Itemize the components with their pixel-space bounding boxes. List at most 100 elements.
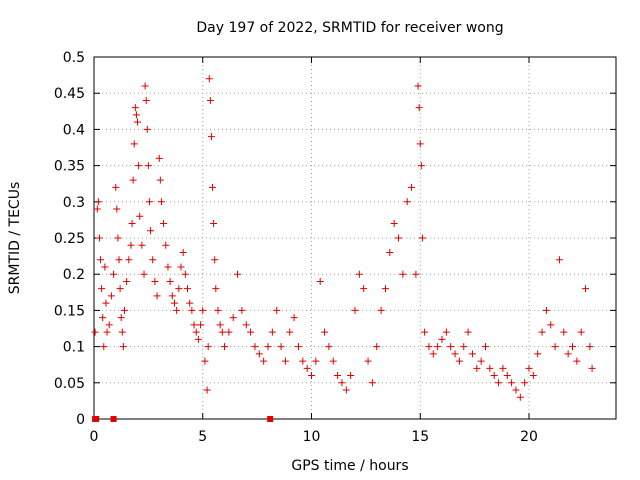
y-tick-label: 0.25	[54, 231, 85, 247]
data-point	[242, 321, 250, 329]
data-point	[123, 277, 131, 285]
data-point	[442, 328, 450, 336]
y-tick-label: 0.2	[63, 267, 85, 283]
zero-marker	[267, 416, 274, 422]
data-point	[512, 386, 520, 394]
data-point	[438, 335, 446, 343]
data-point	[186, 299, 194, 307]
data-point	[308, 372, 315, 380]
data-point	[564, 350, 572, 358]
data-point	[418, 234, 426, 242]
data-point	[151, 277, 159, 285]
data-point	[273, 306, 281, 314]
data-point	[268, 328, 276, 336]
data-point	[132, 111, 140, 119]
data-point	[101, 263, 109, 271]
data-point	[482, 343, 489, 351]
data-point	[179, 248, 187, 256]
data-point	[414, 82, 422, 90]
data-point	[551, 343, 559, 351]
data-point	[368, 379, 376, 387]
y-tick-label: 0.15	[54, 303, 85, 319]
data-point	[128, 220, 136, 228]
data-point	[140, 270, 148, 278]
data-point	[184, 285, 192, 293]
data-point	[490, 372, 498, 380]
x-tick-label: 5	[198, 429, 207, 445]
data-points	[91, 75, 596, 401]
data-point	[251, 343, 259, 351]
data-point	[495, 379, 503, 387]
data-point	[338, 379, 346, 387]
data-point	[116, 285, 124, 293]
data-point	[125, 256, 133, 264]
data-point	[377, 306, 385, 314]
data-point	[131, 104, 139, 112]
data-point	[316, 277, 324, 285]
data-point	[141, 82, 149, 90]
data-point	[417, 162, 425, 170]
data-point	[329, 357, 337, 365]
data-point	[516, 393, 524, 401]
data-point	[99, 314, 107, 322]
data-point	[425, 343, 433, 351]
data-point	[325, 343, 333, 351]
grid-lines	[94, 57, 616, 419]
data-point	[156, 176, 164, 184]
data-point	[149, 256, 157, 264]
data-point	[260, 357, 268, 365]
data-point	[390, 220, 398, 228]
data-point	[421, 328, 429, 336]
data-point	[547, 321, 555, 329]
data-point	[588, 364, 596, 372]
data-point	[381, 285, 389, 293]
data-point	[247, 328, 255, 336]
data-point	[415, 104, 423, 112]
data-point	[153, 292, 161, 300]
data-point	[281, 357, 289, 365]
data-point	[334, 372, 342, 380]
data-point	[93, 205, 101, 213]
data-point	[569, 343, 576, 351]
data-point	[238, 306, 246, 314]
data-point	[209, 183, 217, 191]
data-point	[210, 220, 218, 228]
data-point	[534, 350, 542, 358]
data-point	[97, 256, 105, 264]
data-point	[225, 328, 233, 336]
y-tick-label: 0.3	[63, 195, 85, 211]
data-point	[181, 270, 189, 278]
data-point	[194, 335, 202, 343]
data-point	[525, 364, 533, 372]
data-point	[521, 379, 529, 387]
data-point	[166, 277, 174, 285]
data-point	[529, 372, 537, 380]
data-point	[464, 328, 472, 336]
data-point	[408, 183, 416, 191]
data-point	[477, 357, 485, 365]
y-tick-label: 0.35	[54, 159, 85, 175]
data-point	[206, 96, 214, 104]
data-point	[234, 270, 242, 278]
data-point	[162, 241, 170, 249]
data-point	[211, 256, 219, 264]
data-point	[143, 125, 151, 133]
data-point	[157, 198, 165, 206]
y-tick-label: 0.1	[63, 340, 85, 356]
x-tick-label: 0	[90, 429, 99, 445]
data-point	[107, 292, 115, 300]
data-point	[216, 321, 224, 329]
data-point	[555, 256, 563, 264]
data-point	[373, 343, 381, 351]
data-point	[192, 328, 200, 336]
data-point	[120, 306, 128, 314]
data-point	[212, 285, 220, 293]
data-point	[205, 75, 213, 83]
y-tick-label: 0.5	[63, 50, 85, 66]
data-point	[188, 306, 196, 314]
data-point	[168, 292, 176, 300]
data-point	[203, 386, 211, 394]
data-point	[229, 314, 237, 322]
data-point	[117, 314, 125, 322]
